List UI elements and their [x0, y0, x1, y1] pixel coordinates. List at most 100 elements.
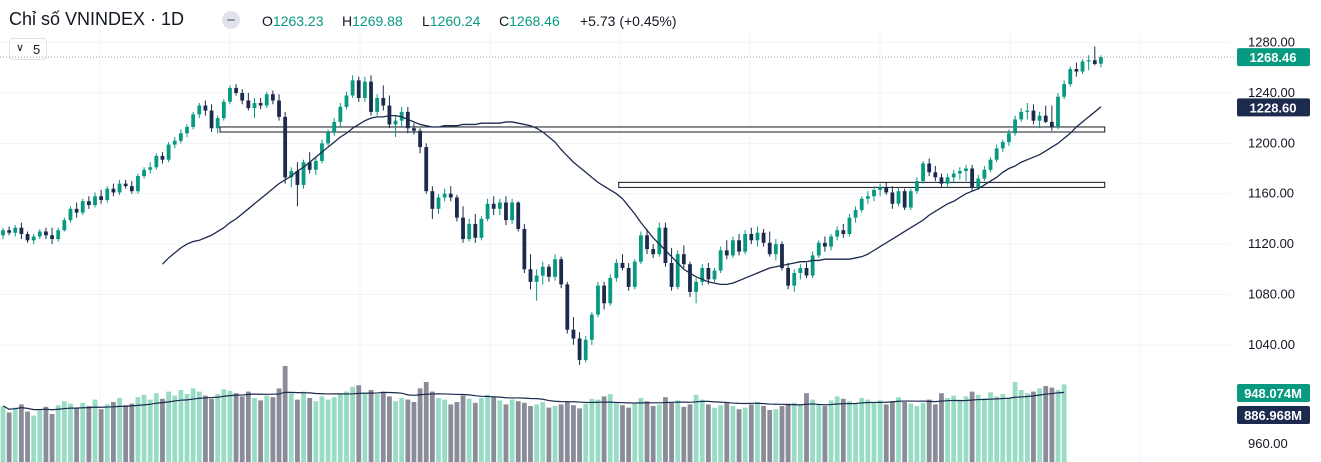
candle: [939, 177, 944, 184]
minus-icon[interactable]: [222, 11, 240, 29]
volume-bar: [295, 399, 300, 462]
volume-bar: [429, 391, 435, 462]
candle: [467, 223, 472, 240]
volume-bar: [822, 406, 828, 462]
chevron-down-icon: ∨: [16, 42, 25, 54]
candle: [620, 262, 625, 268]
volume-bar: [1012, 382, 1018, 462]
volume-bar: [509, 399, 515, 462]
volume-bar: [699, 399, 705, 462]
candle: [154, 155, 159, 168]
volume-bar: [141, 394, 147, 462]
candle: [1080, 61, 1085, 72]
volume-bar: [834, 396, 840, 462]
candle: [890, 192, 895, 204]
volume-bar: [540, 402, 546, 462]
candle: [375, 98, 380, 112]
volume-bar: [1049, 387, 1055, 462]
low-value: 1260.24: [429, 13, 481, 29]
rectangle-zone[interactable]: [618, 181, 1106, 188]
volume-bar: [767, 410, 773, 462]
candle: [209, 110, 214, 129]
volume-bar: [393, 401, 398, 462]
candle: [921, 163, 925, 182]
candle: [240, 92, 245, 101]
candle: [461, 217, 465, 240]
volume-bar: [712, 407, 717, 462]
candle: [1092, 60, 1097, 64]
candle: [277, 100, 281, 117]
candle: [896, 191, 901, 204]
change-value: +5.73 (+0.45%): [580, 13, 677, 29]
volume-bar: [687, 404, 693, 462]
volume-bar: [147, 399, 153, 462]
volume-bar: [650, 406, 656, 462]
volume-bar: [55, 405, 61, 462]
moving-average-line: [162, 106, 1102, 286]
volume-bar: [638, 398, 644, 462]
volume-bar: [239, 396, 245, 462]
candle: [988, 159, 993, 170]
volume-bar: [258, 400, 264, 462]
volume-bar: [374, 394, 380, 462]
low-label: L: [422, 13, 430, 29]
candle: [203, 105, 208, 111]
volume-label: 948.074M: [1244, 386, 1302, 401]
candle: [62, 220, 67, 231]
volume-bar: [558, 404, 564, 462]
candle: [234, 87, 238, 93]
volume-bar: [663, 397, 668, 462]
candle: [902, 191, 907, 208]
volume-bar: [86, 406, 92, 462]
candle: [473, 223, 478, 238]
volume-bar: [730, 406, 736, 462]
volume-bar: [436, 398, 441, 462]
candle: [823, 242, 827, 247]
volume-bar: [583, 403, 589, 462]
candle: [172, 140, 177, 145]
candle: [99, 196, 104, 200]
candle: [583, 339, 588, 360]
candle: [559, 259, 564, 285]
volume-bar: [577, 408, 582, 462]
candle: [369, 81, 373, 112]
candle: [859, 198, 864, 211]
volume-bar: [497, 400, 503, 462]
candle: [178, 133, 183, 141]
volume-bar: [288, 393, 294, 462]
candle: [743, 234, 748, 252]
volume-bar: [718, 405, 724, 462]
volume-bar: [791, 402, 797, 462]
volume-bar: [607, 394, 613, 462]
volume-bar: [276, 388, 282, 462]
volume-bar: [785, 403, 791, 462]
candle: [737, 240, 741, 252]
candle: [479, 218, 484, 238]
candle: [142, 169, 146, 177]
volume-bar: [448, 404, 454, 462]
volume-bar: [521, 402, 527, 462]
close-value: 1268.46: [509, 13, 560, 29]
volume-ma-label: 886.968M: [1244, 408, 1302, 423]
candle: [215, 118, 220, 129]
candle: [724, 250, 729, 256]
volume-bar: [883, 404, 889, 462]
volume-bar: [675, 400, 681, 462]
interval-button[interactable]: ∨ 5: [9, 38, 47, 60]
volume-bar: [951, 395, 957, 462]
volume-bar: [981, 398, 987, 462]
candle: [448, 193, 453, 198]
candle: [651, 249, 656, 255]
candle: [350, 80, 355, 96]
volume-bar: [491, 397, 497, 462]
volume-bar: [896, 397, 901, 462]
volume-bar: [908, 403, 914, 462]
candle: [424, 147, 429, 192]
high-label: H: [342, 13, 353, 29]
symbol-title[interactable]: Chỉ số VNINDEX · 1D: [9, 9, 185, 29]
volume-bar: [939, 393, 944, 462]
candle: [749, 234, 754, 241]
rectangle-zone[interactable]: [219, 126, 1106, 133]
volume-bar: [350, 386, 356, 462]
